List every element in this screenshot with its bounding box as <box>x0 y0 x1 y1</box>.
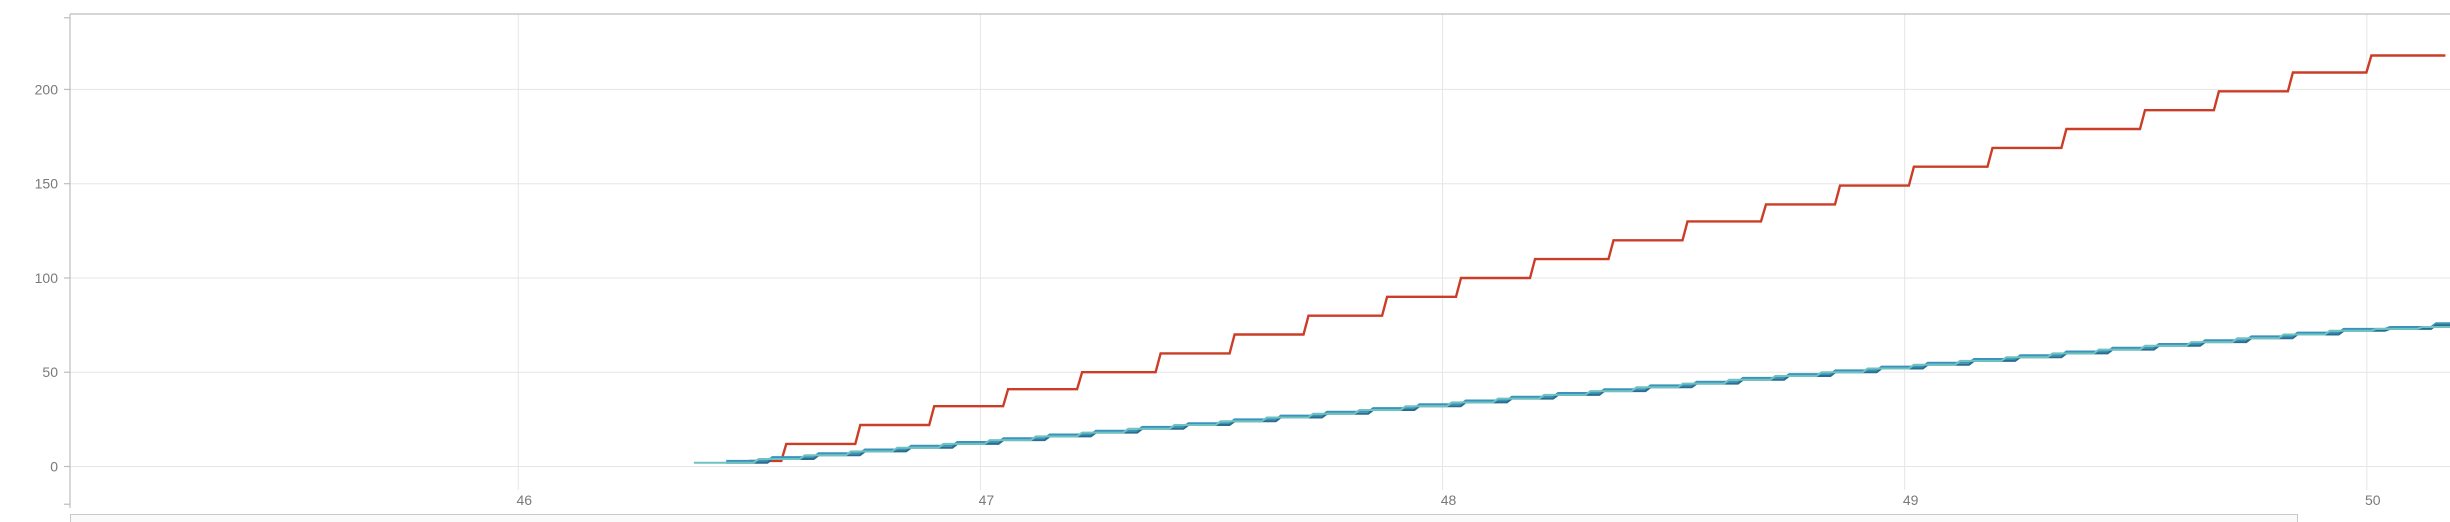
y-tick-label: 200 <box>35 81 59 97</box>
y-tick-labels: 0 50 100 150 200 <box>35 81 59 474</box>
x-tick-label: 48 <box>1441 492 1457 508</box>
y-tick-label: 0 <box>50 459 58 475</box>
series-line-4 <box>693 326 2450 464</box>
y-gridlines <box>70 88 2450 468</box>
series-line-1 <box>749 54 2446 463</box>
x-tick-label: 50 <box>2365 492 2381 508</box>
y-tick-label: 50 <box>42 364 58 380</box>
series-layer <box>693 54 2450 464</box>
x-tick-label: 47 <box>979 492 995 508</box>
y-tick-label: 100 <box>35 270 59 286</box>
x-tick-labels: 46 47 48 49 50 <box>516 492 2380 508</box>
axes <box>64 13 2450 508</box>
horizontal-scrollbar[interactable] <box>70 514 2298 522</box>
x-tick-label: 46 <box>516 492 532 508</box>
y-tick-label: 150 <box>35 176 59 192</box>
x-tick-label: 49 <box>1903 492 1919 508</box>
x-gridlines <box>517 14 2368 490</box>
